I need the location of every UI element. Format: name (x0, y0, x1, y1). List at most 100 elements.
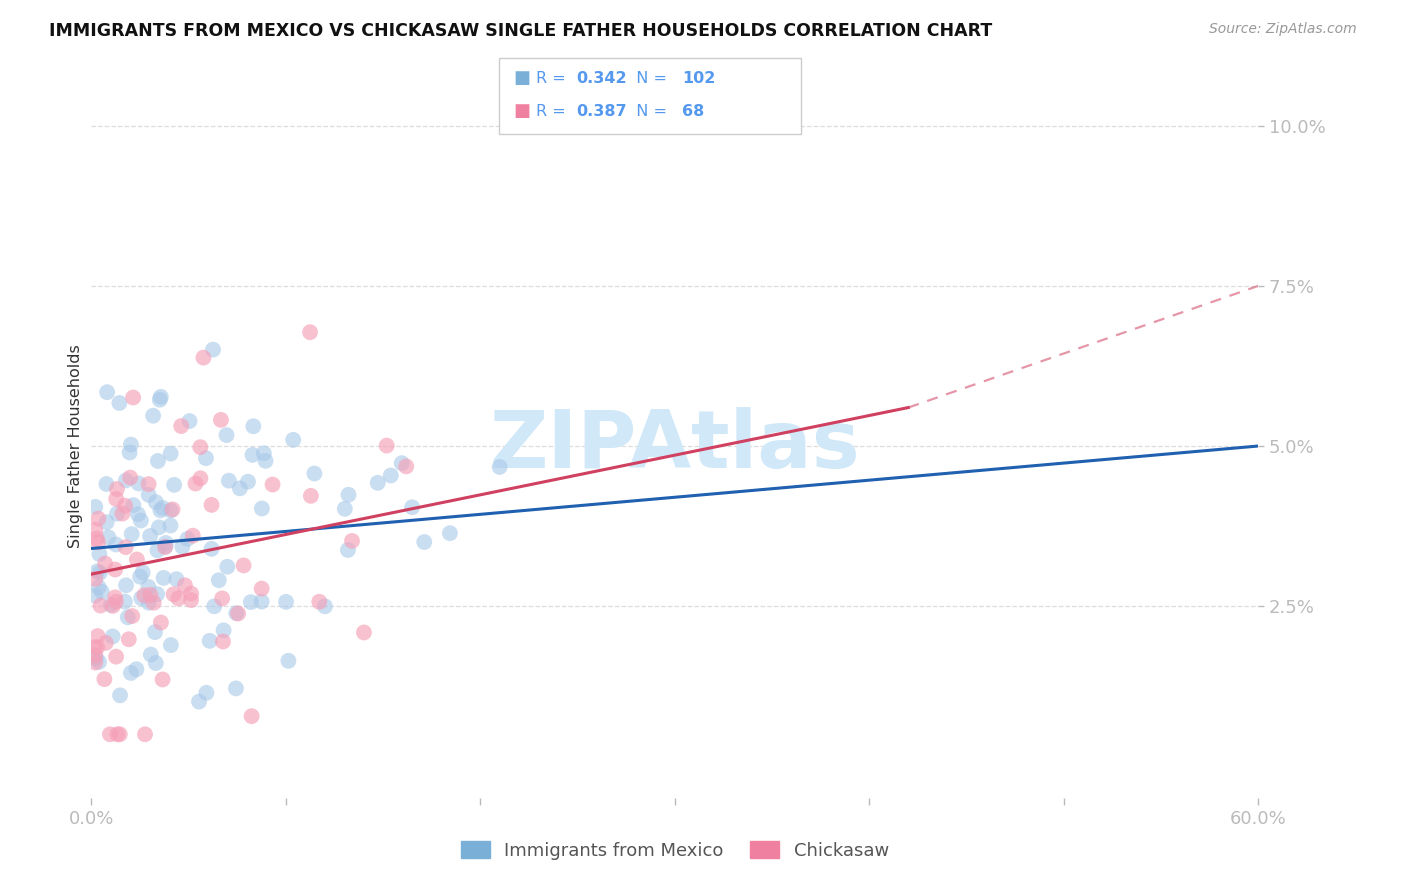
Point (190, 471, 212, 485)
Point (212, 634, 235, 648)
Point (84, 523, 107, 537)
Point (274, 595, 297, 609)
Point (122, 391, 145, 405)
Point (121, 609, 143, 624)
Point (159, 447, 181, 461)
Point (139, 588, 162, 602)
Point (149, 615, 172, 630)
Point (120, 470, 142, 484)
Point (155, 540, 177, 554)
Point (242, 448, 264, 462)
Point (105, 482, 128, 496)
Point (98, 727, 121, 741)
Point (159, 503, 181, 517)
Point (172, 540, 194, 554)
Point (97, 530, 120, 544)
Point (333, 501, 356, 516)
Point (89, 599, 111, 613)
Point (94, 557, 117, 571)
Point (134, 588, 156, 602)
Text: R =: R = (536, 71, 571, 86)
Point (115, 578, 138, 592)
Point (121, 527, 143, 541)
Text: ■: ■ (513, 103, 530, 120)
Point (87, 511, 110, 525)
Point (134, 727, 156, 741)
Point (118, 632, 141, 647)
Point (209, 413, 232, 427)
Point (218, 474, 240, 488)
Point (174, 578, 197, 592)
Text: R =: R = (536, 104, 571, 119)
Point (152, 500, 174, 515)
Text: Source: ZipAtlas.com: Source: ZipAtlas.com (1209, 22, 1357, 37)
Point (217, 559, 239, 574)
Text: 102: 102 (682, 71, 716, 86)
Point (104, 591, 127, 605)
Point (104, 537, 127, 551)
Point (391, 456, 413, 470)
Point (104, 562, 127, 576)
Point (198, 633, 221, 648)
Point (242, 419, 264, 434)
Point (336, 543, 359, 558)
Point (200, 541, 222, 556)
Point (367, 475, 389, 490)
Point (105, 649, 128, 664)
Point (105, 507, 128, 521)
Point (86, 640, 108, 655)
Point (202, 343, 225, 357)
Point (250, 582, 273, 596)
Point (160, 638, 183, 652)
Point (138, 596, 160, 610)
Point (108, 727, 131, 741)
Point (114, 499, 136, 513)
Point (163, 478, 186, 492)
Point (86, 565, 108, 579)
Point (138, 488, 160, 502)
Point (162, 587, 184, 601)
Point (86, 532, 108, 546)
Point (90, 584, 112, 599)
Point (87, 655, 110, 669)
Text: N =: N = (626, 104, 672, 119)
Point (138, 580, 160, 594)
Point (89, 547, 111, 561)
Point (111, 507, 134, 521)
Point (401, 500, 423, 515)
Point (215, 428, 238, 442)
Point (94, 636, 117, 650)
Text: ZIPAtlas: ZIPAtlas (489, 407, 860, 485)
Point (167, 591, 190, 606)
Point (202, 599, 225, 614)
Point (353, 625, 375, 640)
Point (129, 514, 152, 528)
Point (211, 591, 233, 606)
Point (254, 454, 277, 468)
Point (127, 508, 149, 522)
Point (84, 640, 107, 655)
Point (488, 459, 510, 474)
Point (413, 535, 436, 549)
Point (250, 501, 273, 516)
Point (188, 695, 211, 709)
Point (146, 587, 169, 601)
Point (108, 689, 131, 703)
Point (149, 392, 172, 407)
Point (253, 446, 276, 460)
Point (195, 686, 218, 700)
Point (162, 502, 184, 516)
Point (87, 535, 110, 549)
Point (89, 566, 111, 580)
Point (380, 468, 402, 483)
Point (104, 595, 127, 609)
Point (146, 543, 169, 558)
Point (308, 595, 330, 609)
Point (208, 573, 231, 587)
Point (395, 459, 418, 474)
Point (200, 498, 222, 512)
Point (84, 589, 107, 603)
Point (139, 648, 162, 662)
Point (93, 672, 115, 686)
Point (155, 536, 177, 550)
